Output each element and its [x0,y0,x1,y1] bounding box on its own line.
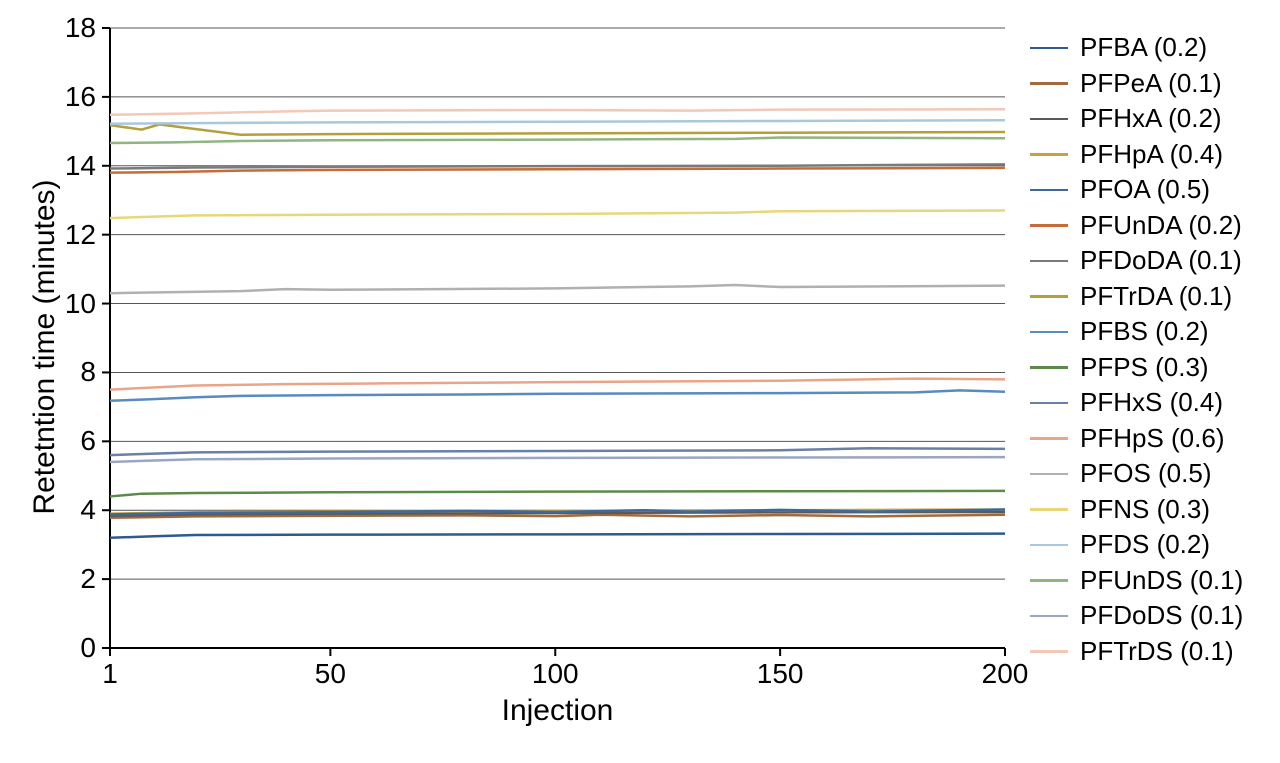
legend-item: PFOA (0.5) [1030,172,1243,208]
legend-swatch [1030,260,1068,263]
y-tick-label: 12 [65,219,96,251]
retention-time-chart: Retetntion time (minutes) Injection 0246… [0,0,1280,763]
x-tick-label: 200 [975,658,1035,690]
legend-swatch [1030,118,1068,121]
x-tick-label: 1 [80,658,140,690]
series-line [110,109,1005,115]
legend-label: PFHpS (0.6) [1080,423,1225,454]
legend-label: PFBS (0.2) [1080,316,1209,347]
legend-label: PFTrDA (0.1) [1080,281,1232,312]
series-line [110,120,1005,123]
legend-item: PFUnDS (0.1) [1030,563,1243,599]
x-tick-label: 150 [750,658,810,690]
legend-label: PFHxA (0.2) [1080,103,1222,134]
legend-label: PFHpA (0.4) [1080,139,1223,170]
y-tick-label: 16 [65,81,96,113]
legend-swatch [1030,615,1068,618]
legend-item: PFUnDA (0.2) [1030,208,1243,244]
legend-swatch [1030,295,1068,298]
legend-item: PFTrDA (0.1) [1030,279,1243,315]
series-line [110,379,1005,390]
legend-swatch [1030,544,1068,547]
legend-swatch [1030,402,1068,405]
series-line [110,211,1005,219]
legend-label: PFDoDA (0.1) [1080,245,1242,276]
legend-swatch [1030,650,1068,653]
legend-item: PFTrDS (0.1) [1030,634,1243,670]
y-tick-label: 10 [65,288,96,320]
legend-item: PFBS (0.2) [1030,314,1243,350]
y-tick-label: 4 [80,494,96,526]
legend-item: PFHpS (0.6) [1030,421,1243,457]
legend-swatch [1030,153,1068,156]
legend-swatch [1030,82,1068,85]
legend-swatch [1030,189,1068,192]
series-line [110,168,1005,173]
legend-swatch [1030,508,1068,511]
legend-label: PFOA (0.5) [1080,174,1210,205]
legend-swatch [1030,331,1068,334]
x-tick-label: 50 [300,658,360,690]
series-line [110,124,1005,134]
x-tick-label: 100 [525,658,585,690]
y-tick-label: 18 [65,12,96,44]
legend-item: PFOS (0.5) [1030,456,1243,492]
legend-item: PFBA (0.2) [1030,30,1243,66]
y-axis-label: Retetntion time (minutes) [28,172,62,522]
legend-label: PFDS (0.2) [1080,529,1210,560]
legend-item: PFHpA (0.4) [1030,137,1243,173]
legend-item: PFPS (0.3) [1030,350,1243,386]
legend-label: PFOS (0.5) [1080,458,1211,489]
legend-label: PFDoDS (0.1) [1080,600,1243,631]
legend-item: PFDoDS (0.1) [1030,598,1243,634]
chart-svg [110,28,1005,648]
legend-swatch [1030,366,1068,369]
legend-swatch [1030,473,1068,476]
y-tick-label: 2 [80,563,96,595]
x-axis-label: Injection [110,694,1005,728]
series-line [110,285,1005,293]
series-line [110,448,1005,455]
series-line [110,457,1005,462]
legend-item: PFDoDA (0.1) [1030,243,1243,279]
series-line [110,138,1005,144]
legend-label: PFUnDS (0.1) [1080,565,1243,596]
y-tick-label: 8 [80,356,96,388]
y-tick-label: 14 [65,150,96,182]
legend-swatch [1030,224,1068,227]
legend: PFBA (0.2) PFPeA (0.1) PFHxA (0.2) PFHpA (0… [1030,30,1243,669]
legend-item: PFDS (0.2) [1030,527,1243,563]
series-line [110,534,1005,538]
legend-item: PFNS (0.3) [1030,492,1243,528]
legend-swatch [1030,47,1068,50]
legend-label: PFHxS (0.4) [1080,387,1223,418]
legend-item: PFHxS (0.4) [1030,385,1243,421]
legend-swatch [1030,579,1068,582]
legend-label: PFUnDA (0.2) [1080,210,1242,241]
legend-label: PFPS (0.3) [1080,352,1209,383]
plot-area [110,28,1005,648]
y-tick-label: 6 [80,425,96,457]
legend-label: PFPeA (0.1) [1080,68,1222,99]
legend-item: PFHxA (0.2) [1030,101,1243,137]
legend-item: PFPeA (0.1) [1030,66,1243,102]
series-line [110,390,1005,400]
legend-label: PFNS (0.3) [1080,494,1210,525]
series-line [110,491,1005,497]
legend-swatch [1030,437,1068,440]
legend-label: PFTrDS (0.1) [1080,636,1234,667]
legend-label: PFBA (0.2) [1080,32,1207,63]
